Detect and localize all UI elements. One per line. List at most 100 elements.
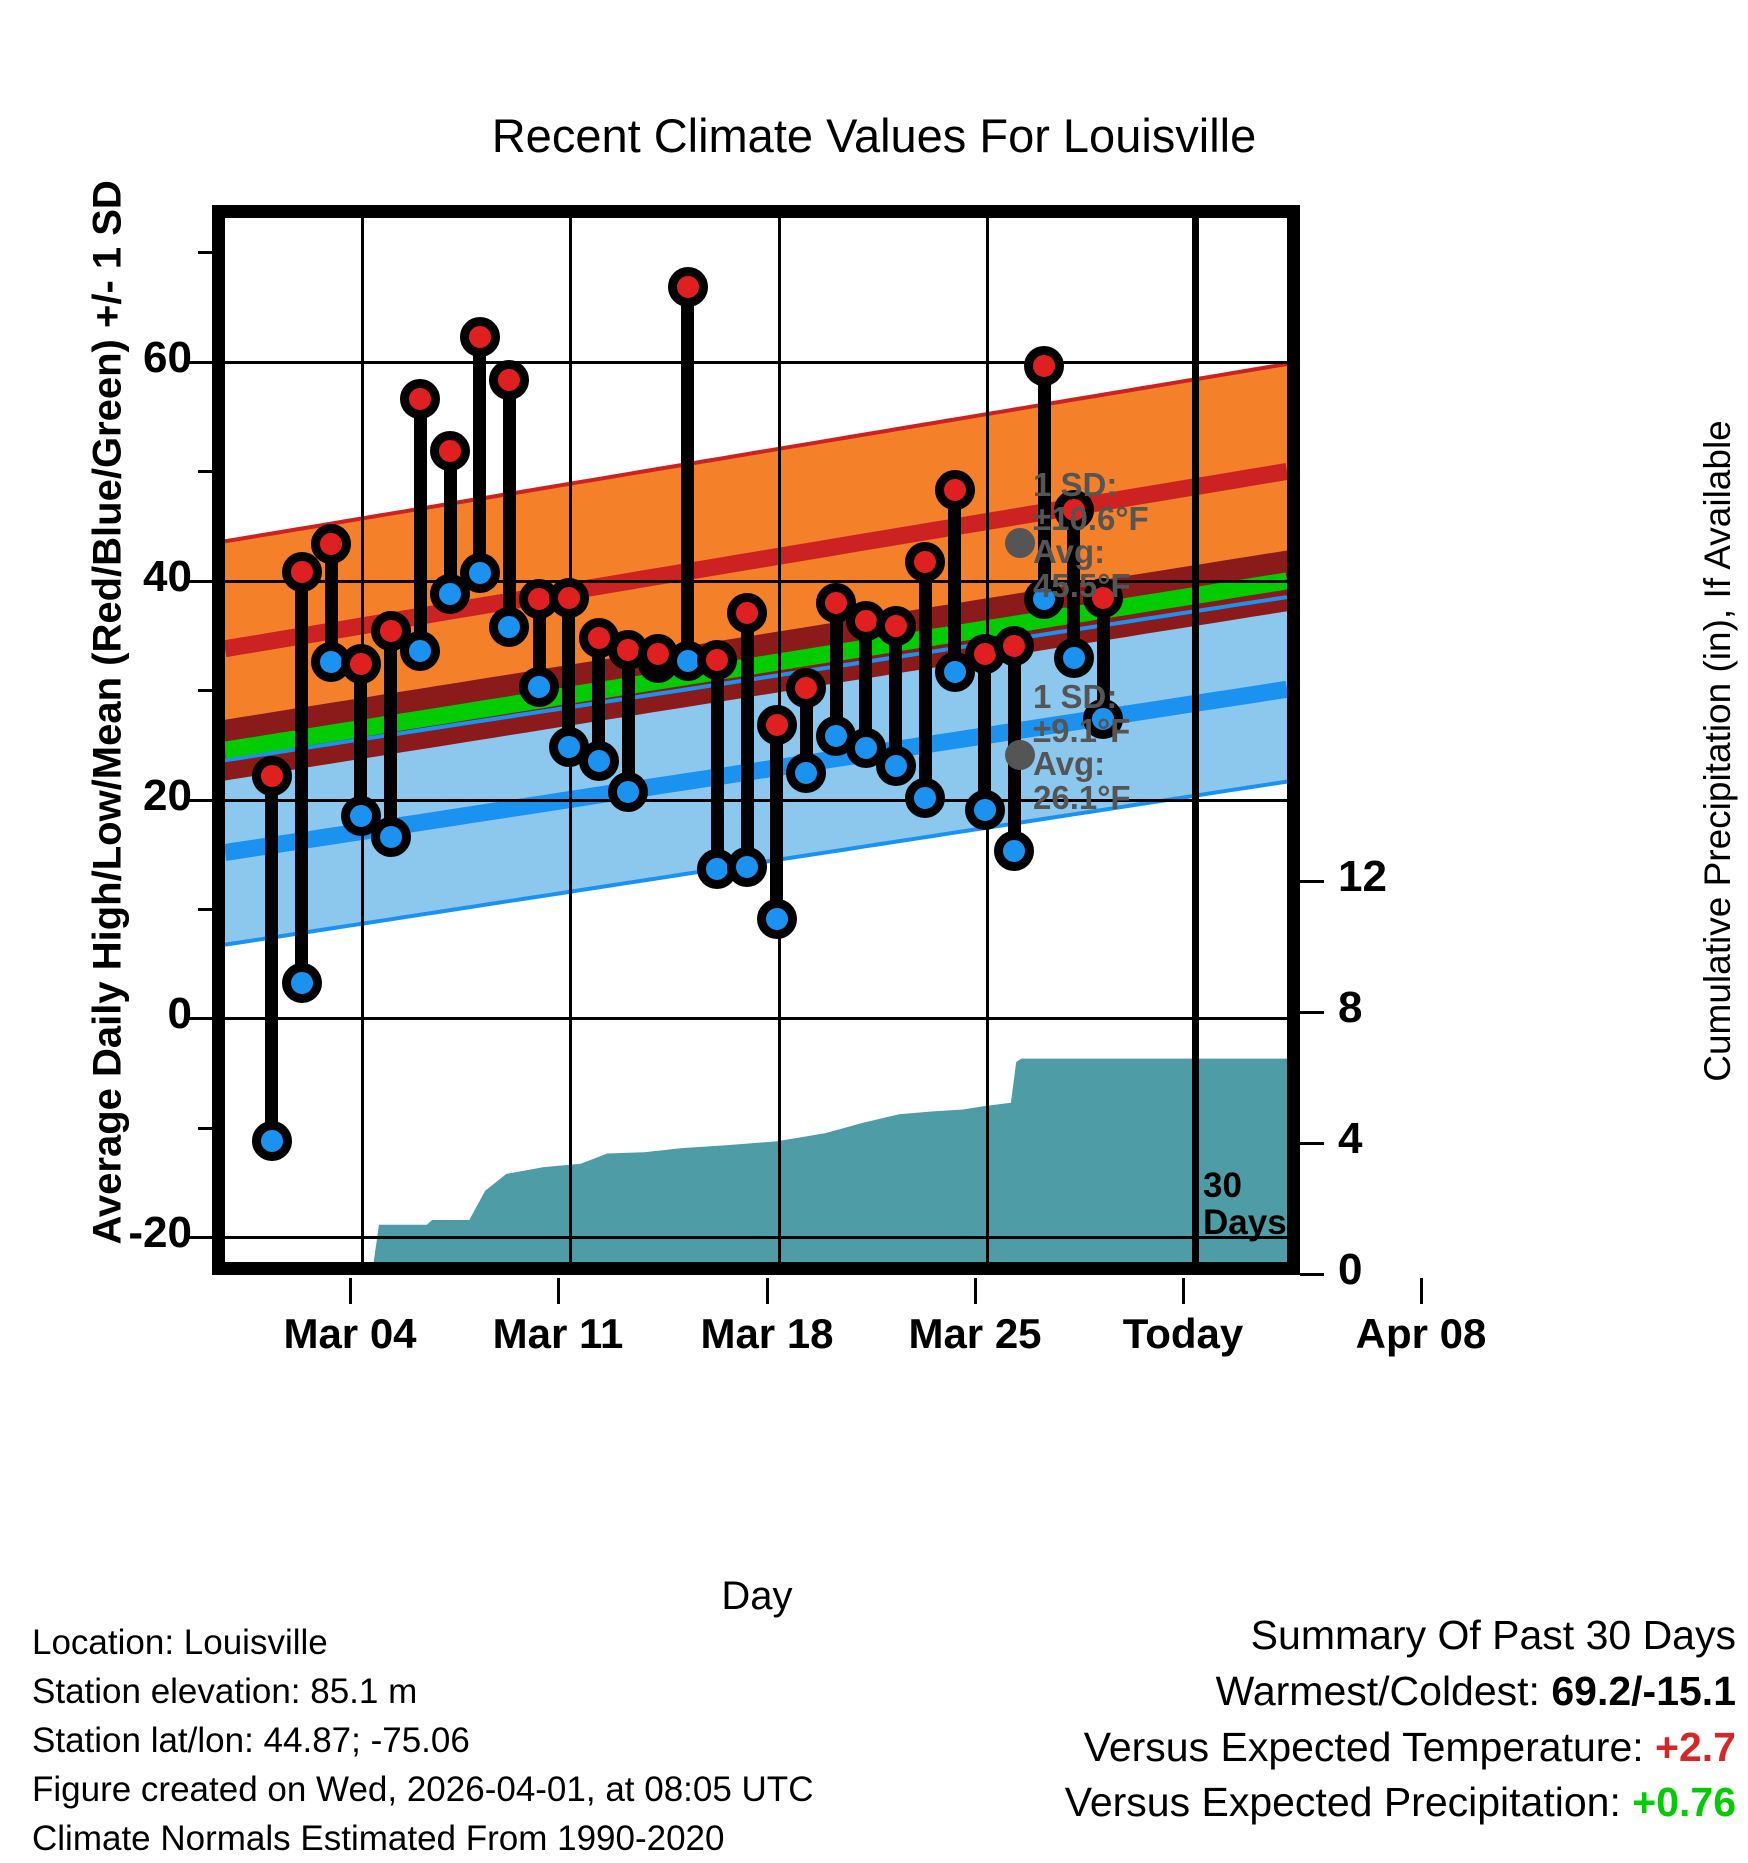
y2-tick-label-4: 4 [1338, 1114, 1363, 1163]
low-temperature-marker [727, 846, 767, 887]
y-tick-minor-50 [198, 470, 212, 473]
low-temperature-marker [905, 777, 946, 818]
high-avg-value: 45.5°F [1033, 566, 1131, 604]
y-tick-minor-neg10 [198, 1127, 212, 1130]
y-tick-label-40: 40 [143, 552, 192, 601]
x-tick-today [1182, 1278, 1185, 1304]
low-temperature-marker [875, 746, 916, 787]
footer-created: Figure created on Wed, 2026-04-01, at 08… [32, 1770, 814, 1809]
gridline-h-20 [225, 799, 1287, 802]
y-tick-60 [188, 361, 212, 364]
x-tick-mar04 [349, 1278, 352, 1304]
avg-high-upper-sd-line [225, 362, 1287, 544]
low-temperature-marker [1024, 579, 1064, 620]
cumulative-precipitation-area [225, 1058, 1287, 1262]
summary-footer: Summary Of Past 30 Days Warmest/Coldest:… [1065, 1608, 1736, 1831]
high-temperature-marker [281, 551, 322, 592]
high-temperature-marker [994, 625, 1035, 666]
high-temperature-marker [311, 524, 352, 565]
plot-area: 1 SD: ±10.6°F Avg: 45.5°F 1 SD: ±9.1°F Avg: 26… [212, 205, 1300, 1275]
y-axis-right-label: Cumulative Precipitation (in), If Availa… [1697, 420, 1738, 1082]
stem-line [443, 451, 457, 594]
x-tick-mar18 [766, 1278, 769, 1304]
high-temperature-marker [697, 639, 738, 680]
low-sd-value: ±9.1°F [1033, 711, 1131, 749]
y2-tick-12 [1300, 880, 1324, 883]
x-tick-label-mar11: Mar 11 [492, 1310, 624, 1357]
y-tick-20 [188, 799, 212, 802]
high-temperature-marker [489, 360, 530, 401]
x-tick-label-mar18: Mar 18 [700, 1310, 834, 1357]
x-axis-label: Day [721, 1574, 793, 1618]
y-tick-minor-30 [198, 689, 212, 692]
days-count: 30 [1203, 1166, 1242, 1205]
high-sd-label: 1 SD: [1033, 466, 1118, 503]
y-tick-minor-70 [198, 251, 212, 254]
low-temperature-marker [251, 1121, 292, 1162]
observed-temperature-stems [225, 218, 1287, 1262]
low-avg-value: 26.1°F [1033, 778, 1131, 816]
low-temperature-marker [1053, 637, 1094, 678]
stem-line [710, 659, 724, 869]
high-temperature-marker [251, 755, 292, 796]
low-temperature-marker [578, 741, 619, 782]
footer-location: Location: Louisville [32, 1623, 328, 1662]
high-sd-value: ±10.6°F [1033, 499, 1149, 537]
x-tick-label-mar04: Mar 04 [283, 1310, 417, 1357]
high-temperature-marker [400, 379, 441, 420]
low-temperature-marker [370, 817, 411, 858]
avg-low-upper-sd-line [225, 595, 1287, 763]
high-temperature-marker [1024, 346, 1064, 386]
gridline-h-neg20 [225, 1236, 1287, 1239]
stem-line [413, 399, 427, 651]
stem-line [384, 630, 398, 838]
y2-tick-label-8: 8 [1338, 983, 1363, 1032]
stem-line [1096, 598, 1110, 719]
gridline-h-40 [225, 580, 1287, 583]
y-tick-label-60: 60 [143, 333, 192, 382]
high-temperature-marker [430, 431, 470, 472]
avg-high-today-marker [1005, 528, 1035, 558]
footer-normals: Climate Normals Estimated From 1990-2020 [32, 1819, 725, 1858]
summary-heading: Summary Of Past 30 Days [1250, 1612, 1736, 1658]
days-window-annotation: 30 Days [1203, 1166, 1287, 1242]
days-word: Days [1203, 1202, 1287, 1242]
stem-line [829, 603, 843, 736]
today-vertical-line [1192, 218, 1199, 1262]
stem-line [681, 286, 695, 661]
y2-tick-label-12: 12 [1338, 852, 1387, 901]
warmest-coldest-label: Warmest/Coldest: [1215, 1667, 1540, 1714]
stem-line [354, 664, 368, 816]
low-temperature-marker [608, 771, 649, 812]
y-tick-neg20 [188, 1236, 212, 1239]
stem-line [621, 649, 635, 792]
high-temperature-marker [1053, 489, 1094, 530]
high-temperature-marker [727, 593, 767, 634]
high-temperature-marker [934, 469, 975, 510]
stem-line [740, 613, 754, 867]
vs-temp-label: Versus Expected Temperature: [1083, 1723, 1644, 1770]
vs-precip-value: +0.76 [1632, 1779, 1736, 1826]
y-tick-minor-10 [198, 908, 212, 911]
high-sd-annotation: 1 SD: ±10.6°F Avg: 45.5°F [1033, 468, 1149, 603]
high-avg-label: Avg: [1033, 533, 1106, 571]
y2-tick-8 [1300, 1011, 1324, 1014]
footer-latlon: Station lat/lon: 44.87; -75.06 [32, 1721, 470, 1760]
vs-temp-value: +2.7 [1655, 1723, 1736, 1770]
station-info-footer: Location: Louisville Station elevation: … [32, 1618, 813, 1863]
low-temperature-marker [964, 789, 1005, 830]
low-temperature-marker [1083, 698, 1124, 739]
y-tick-0 [188, 1017, 212, 1020]
low-sd-label: 1 SD: [1033, 678, 1118, 715]
high-temperature-marker [340, 644, 381, 684]
stem-line [978, 653, 992, 810]
low-temperature-marker [281, 963, 322, 1004]
footer-elevation: Station elevation: 85.1 m [32, 1672, 418, 1711]
stem-line [592, 637, 605, 762]
y2-tick-4 [1300, 1142, 1324, 1145]
high-temperature-marker [519, 579, 560, 620]
stem-line [889, 625, 902, 767]
stem-line [502, 380, 516, 627]
stem-line [799, 688, 813, 774]
low-temperature-marker [489, 606, 530, 647]
